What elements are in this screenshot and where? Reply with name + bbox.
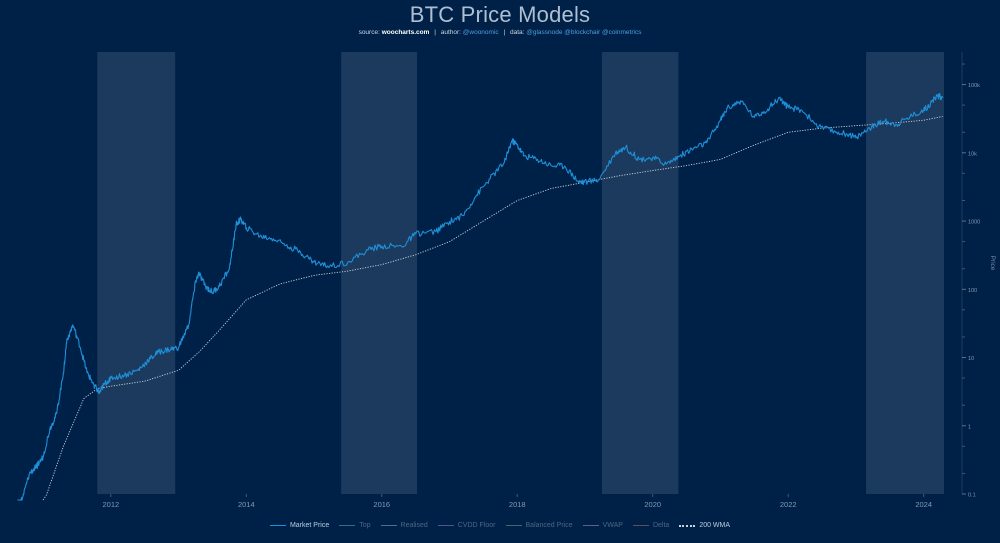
legend-item-balanced-price[interactable]: Balanced Price	[505, 522, 573, 529]
legend-item-cvdd-floor[interactable]: CVDD Floor	[437, 522, 496, 529]
legend-item-delta[interactable]: Delta	[632, 522, 670, 529]
legend-label: Realised	[400, 522, 428, 529]
legend-item-vwap[interactable]: VWAP	[582, 522, 623, 529]
y-tick-label-1: 1	[968, 424, 971, 430]
legend-label: Market Price	[289, 522, 330, 529]
author-prefix: author:	[440, 29, 461, 36]
chart-subtitle: source: woocharts.com | author: @woonomi…	[0, 29, 1000, 36]
legend-swatch	[505, 525, 522, 526]
legend-label: VWAP	[602, 522, 623, 529]
chart-title: BTC Price Models	[409, 2, 591, 27]
shaded-period-1	[97, 52, 176, 494]
series-line-200-wma	[42, 116, 943, 501]
y-tick-label-1000: 1000	[968, 220, 980, 226]
source-prefix: source:	[358, 29, 380, 36]
y-tick-label-100: 100	[968, 288, 977, 294]
legend-label: Balanced Price	[525, 522, 573, 529]
legend-swatch	[582, 525, 599, 526]
legend-swatch	[339, 525, 356, 526]
legend-label: 200 WMA	[699, 522, 731, 529]
legend-item-realised[interactable]: Realised	[380, 522, 428, 529]
legend-swatch	[269, 525, 286, 526]
legend-item-market-price[interactable]: Market Price	[269, 522, 330, 529]
legend-swatch	[380, 525, 397, 526]
legend-label: Delta	[652, 522, 670, 529]
legend-swatch	[437, 525, 454, 526]
shaded-period-2	[341, 52, 418, 494]
x-tick-label-2024: 2024	[915, 500, 932, 509]
x-tick-label-2020: 2020	[644, 500, 661, 509]
chart-legend: Market Price Top Realised CVDD Floor Balance…	[0, 522, 1000, 529]
legend-swatch	[679, 524, 696, 527]
separator: |	[434, 29, 436, 36]
legend-item-200-wma[interactable]: 200 WMA	[679, 522, 730, 529]
shaded-period-3	[601, 52, 679, 494]
y-tick-label-100k: 100k	[968, 83, 980, 89]
author-link[interactable]: @woonomic	[462, 29, 499, 36]
shaded-period-4	[866, 52, 944, 494]
x-tick-label-2022: 2022	[780, 500, 797, 509]
legend-swatch	[632, 525, 649, 526]
x-tick-label-2016: 2016	[373, 500, 390, 509]
legend-label: CVDD Floor	[457, 522, 496, 529]
data-prefix: data:	[509, 29, 525, 36]
legend-label: Top	[359, 522, 371, 529]
x-tick-label-2014: 2014	[238, 500, 255, 509]
series-line-market-price	[17, 92, 944, 501]
x-tick-label-2018: 2018	[509, 500, 526, 509]
y-tick-label-10k: 10k	[968, 151, 977, 157]
separator: |	[503, 29, 506, 36]
source-name[interactable]: woocharts.com	[381, 29, 430, 36]
x-tick-label-2012: 2012	[102, 500, 119, 509]
y-axis-label: Price	[989, 256, 996, 271]
y-tick-label-0.1: 0.1	[968, 493, 976, 499]
legend-item-top[interactable]: Top	[339, 522, 371, 529]
data-sources-link[interactable]: @glassnode @blockchair @coinmetrics	[526, 29, 642, 36]
y-tick-label-10: 10	[968, 356, 974, 362]
